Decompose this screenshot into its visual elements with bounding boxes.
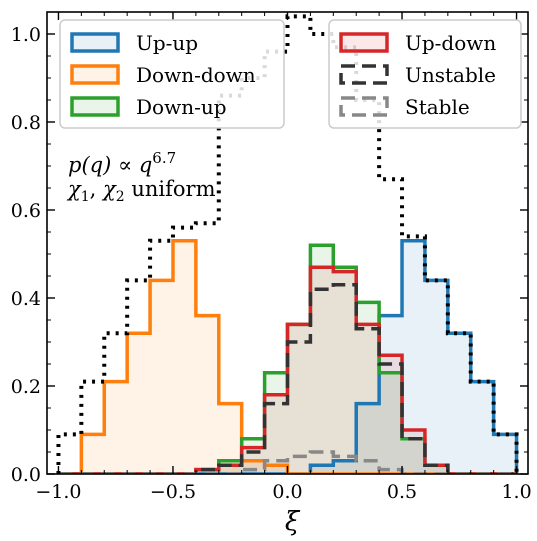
annotation-text: uniform: [125, 177, 216, 201]
x-tick-label: −0.5: [150, 481, 196, 503]
series-line-down-down: [58, 239, 517, 474]
histogram-bars: [56, 14, 519, 474]
y-tick-label: 0.6: [11, 200, 41, 222]
legend-left: Up-up Down-down Down-up: [59, 19, 285, 129]
annotation-chi-2: χ: [101, 177, 117, 201]
legend-label-down-down: Down-down: [136, 63, 256, 87]
y-tick-label: 0.4: [11, 288, 41, 310]
series-line-unstable: [58, 283, 517, 474]
x-tick-label: 0.5: [387, 481, 417, 503]
x-tick-label: 1.0: [501, 481, 531, 503]
legend-frame: [59, 19, 285, 129]
annotation-line-2: χ1, χ2 uniform: [66, 177, 216, 205]
x-tick-label: 0.0: [272, 481, 302, 503]
axis-ticks: −1.0 −0.5 0.0 0.5 1.0 0.0 0.2 0.4 0.6 0.8 1.0: [11, 12, 532, 503]
annotation-chi-1: χ: [66, 177, 82, 201]
legend-frame: [328, 19, 522, 129]
annotation-sep: ,: [90, 177, 103, 201]
legend-right: Up-down Unstable Stable: [328, 19, 522, 129]
x-tick-label: −1.0: [35, 481, 81, 503]
legend-label-up-down: Up-down: [405, 31, 496, 55]
annotation-sub-1: 1: [81, 189, 90, 205]
legend-label-down-up: Down-up: [136, 95, 227, 119]
annotation-sub-2: 2: [116, 189, 125, 205]
legend-swatch-down-up: [70, 96, 120, 117]
legend-label-stable: Stable: [405, 95, 470, 119]
legend-swatch-down-down: [70, 64, 120, 85]
legend-label-up-up: Up-up: [136, 31, 198, 55]
total-envelope-line: [56, 14, 519, 474]
distribution-annotation: p(q) ∝ q6.7 χ1, χ2 uniform: [66, 149, 216, 205]
legend-label-unstable: Unstable: [405, 63, 496, 87]
legend-swatch-up-up: [70, 32, 120, 53]
legend-swatch-unstable: [339, 64, 389, 85]
y-tick-label: 0.8: [11, 112, 41, 134]
series-fill-down-down: [58, 240, 517, 474]
annotation-exponent: 6.7: [152, 149, 176, 167]
legend-swatch-up-down: [339, 32, 389, 53]
y-tick-label: 0.2: [11, 376, 41, 398]
x-axis-label: ξ: [285, 507, 301, 537]
annotation-base: p(q) ∝ q: [68, 153, 152, 177]
y-tick-label: 1.0: [11, 24, 41, 46]
annotation-line-1: p(q) ∝ q6.7: [68, 149, 176, 177]
y-tick-label: 0.0: [11, 464, 41, 486]
legend-swatch-stable: [339, 96, 389, 117]
